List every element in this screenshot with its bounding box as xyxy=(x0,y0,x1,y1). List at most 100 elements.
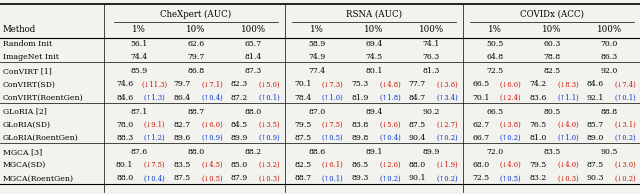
Text: Random Init: Random Init xyxy=(3,40,52,48)
Text: 88.0: 88.0 xyxy=(244,108,262,116)
Text: 89.9: 89.9 xyxy=(422,148,440,156)
Text: (↑0.1): (↑0.1) xyxy=(322,174,344,182)
Text: (↓4.8): (↓4.8) xyxy=(379,80,401,88)
Text: (↓0.2): (↓0.2) xyxy=(614,174,636,182)
Text: 81.3: 81.3 xyxy=(422,67,440,75)
Text: (↑0.1): (↑0.1) xyxy=(259,94,280,102)
Text: (↑0.2): (↑0.2) xyxy=(379,174,401,182)
Text: 66.5: 66.5 xyxy=(472,80,489,88)
Text: 83.2: 83.2 xyxy=(529,174,547,182)
Text: (↓2.7): (↓2.7) xyxy=(436,121,458,129)
Text: 90.2: 90.2 xyxy=(422,108,440,116)
Text: (↓7.3): (↓7.3) xyxy=(322,80,344,88)
Text: 78.8: 78.8 xyxy=(543,53,561,61)
Text: (↑1.0): (↑1.0) xyxy=(322,94,344,102)
Text: RSNA (AUC): RSNA (AUC) xyxy=(346,10,402,18)
Text: 83.5: 83.5 xyxy=(543,148,561,156)
Text: 89.0: 89.0 xyxy=(587,134,604,142)
Text: (↓7.4): (↓7.4) xyxy=(614,80,636,88)
Text: 90.1: 90.1 xyxy=(408,174,426,182)
Text: MGCA(SD): MGCA(SD) xyxy=(3,161,46,169)
Text: 70.0: 70.0 xyxy=(601,40,618,48)
Text: 77.4: 77.4 xyxy=(308,67,325,75)
Text: 81.4: 81.4 xyxy=(244,53,262,61)
Text: 74.5: 74.5 xyxy=(365,53,383,61)
Text: (↑0.4): (↑0.4) xyxy=(379,134,401,142)
Text: (↓5.0): (↓5.0) xyxy=(259,80,280,88)
Text: 89.8: 89.8 xyxy=(351,134,369,142)
Text: 88.0: 88.0 xyxy=(116,174,133,182)
Text: (↓3.6): (↓3.6) xyxy=(436,80,458,88)
Text: 64.8: 64.8 xyxy=(486,53,503,61)
Text: (↓4.5): (↓4.5) xyxy=(201,161,223,169)
Text: 88.0: 88.0 xyxy=(188,148,205,156)
Text: 84.7: 84.7 xyxy=(409,94,426,102)
Text: (↓0.3): (↓0.3) xyxy=(259,174,280,182)
Text: (↑1.2): (↑1.2) xyxy=(144,134,166,142)
Text: ImageNet Init: ImageNet Init xyxy=(3,53,59,61)
Text: (↑1.1): (↑1.1) xyxy=(557,94,579,102)
Text: (↑0.2): (↑0.2) xyxy=(614,134,636,142)
Text: (↑0.4): (↑0.4) xyxy=(144,174,166,182)
Text: 89.6: 89.6 xyxy=(173,134,191,142)
Text: 82.3: 82.3 xyxy=(230,80,248,88)
Text: 83.5: 83.5 xyxy=(173,161,191,169)
Text: 89.3: 89.3 xyxy=(351,174,369,182)
Text: (↑1.8): (↑1.8) xyxy=(379,94,401,102)
Text: (↓2.4): (↓2.4) xyxy=(500,94,522,102)
Text: (↓3.8): (↓3.8) xyxy=(500,121,522,129)
Text: 87.0: 87.0 xyxy=(308,108,325,116)
Text: 66.7: 66.7 xyxy=(472,134,489,142)
Text: MGCA [3]: MGCA [3] xyxy=(3,148,42,156)
Text: 87.6: 87.6 xyxy=(130,148,147,156)
Text: 87.1: 87.1 xyxy=(130,108,147,116)
Text: (↓2.6): (↓2.6) xyxy=(379,161,401,169)
Text: 84.5: 84.5 xyxy=(231,121,248,129)
Text: 88.3: 88.3 xyxy=(116,134,133,142)
Text: 85.9: 85.9 xyxy=(130,67,147,75)
Text: 86.4: 86.4 xyxy=(173,94,191,102)
Text: CheXpert (AUC): CheXpert (AUC) xyxy=(161,10,232,19)
Text: 1%: 1% xyxy=(310,25,324,35)
Text: (↑0.9): (↑0.9) xyxy=(259,134,280,142)
Text: GLoRIA [2]: GLoRIA [2] xyxy=(3,108,47,116)
Text: 88.8: 88.8 xyxy=(601,108,618,116)
Text: 81.9: 81.9 xyxy=(351,94,369,102)
Text: 70.1: 70.1 xyxy=(294,80,311,88)
Text: 79.7: 79.7 xyxy=(173,80,191,88)
Text: 74.1: 74.1 xyxy=(422,40,440,48)
Text: 70.1: 70.1 xyxy=(472,94,490,102)
Text: 79.7: 79.7 xyxy=(188,53,205,61)
Text: 76.5: 76.5 xyxy=(529,121,547,129)
Text: 84.6: 84.6 xyxy=(116,94,133,102)
Text: 85.0: 85.0 xyxy=(230,161,248,169)
Text: 87.5: 87.5 xyxy=(294,134,311,142)
Text: 62.6: 62.6 xyxy=(188,40,205,48)
Text: (↓3.1): (↓3.1) xyxy=(614,121,636,129)
Text: (↓9.1): (↓9.1) xyxy=(144,121,166,129)
Text: ConVIRT [1]: ConVIRT [1] xyxy=(3,67,52,75)
Text: 100%: 100% xyxy=(241,25,266,35)
Text: 10%: 10% xyxy=(364,25,384,35)
Text: Method: Method xyxy=(3,25,36,35)
Text: 88.6: 88.6 xyxy=(308,148,325,156)
Text: 87.5: 87.5 xyxy=(409,121,426,129)
Text: (↑0.2): (↑0.2) xyxy=(436,174,458,182)
Text: 10%: 10% xyxy=(542,25,562,35)
Text: 75.3: 75.3 xyxy=(351,80,369,88)
Text: 78.4: 78.4 xyxy=(294,94,311,102)
Text: 82.7: 82.7 xyxy=(173,121,191,129)
Text: 83.8: 83.8 xyxy=(351,121,369,129)
Text: (↑0.2): (↑0.2) xyxy=(500,134,522,142)
Text: 92.0: 92.0 xyxy=(601,67,618,75)
Text: 89.9: 89.9 xyxy=(230,134,248,142)
Text: (↑3.4): (↑3.4) xyxy=(436,94,458,102)
Text: ConVIRT(SD): ConVIRT(SD) xyxy=(3,80,56,88)
Text: 72.5: 72.5 xyxy=(472,174,489,182)
Text: 80.1: 80.1 xyxy=(116,161,133,169)
Text: 87.5: 87.5 xyxy=(173,174,191,182)
Text: 90.3: 90.3 xyxy=(587,174,604,182)
Text: (↑1.3): (↑1.3) xyxy=(144,94,166,102)
Text: 72.0: 72.0 xyxy=(486,148,503,156)
Text: (↑0.4): (↑0.4) xyxy=(201,94,223,102)
